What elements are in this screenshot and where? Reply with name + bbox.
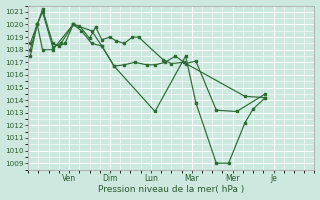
- X-axis label: Pression niveau de la mer( hPa ): Pression niveau de la mer( hPa ): [98, 185, 244, 194]
